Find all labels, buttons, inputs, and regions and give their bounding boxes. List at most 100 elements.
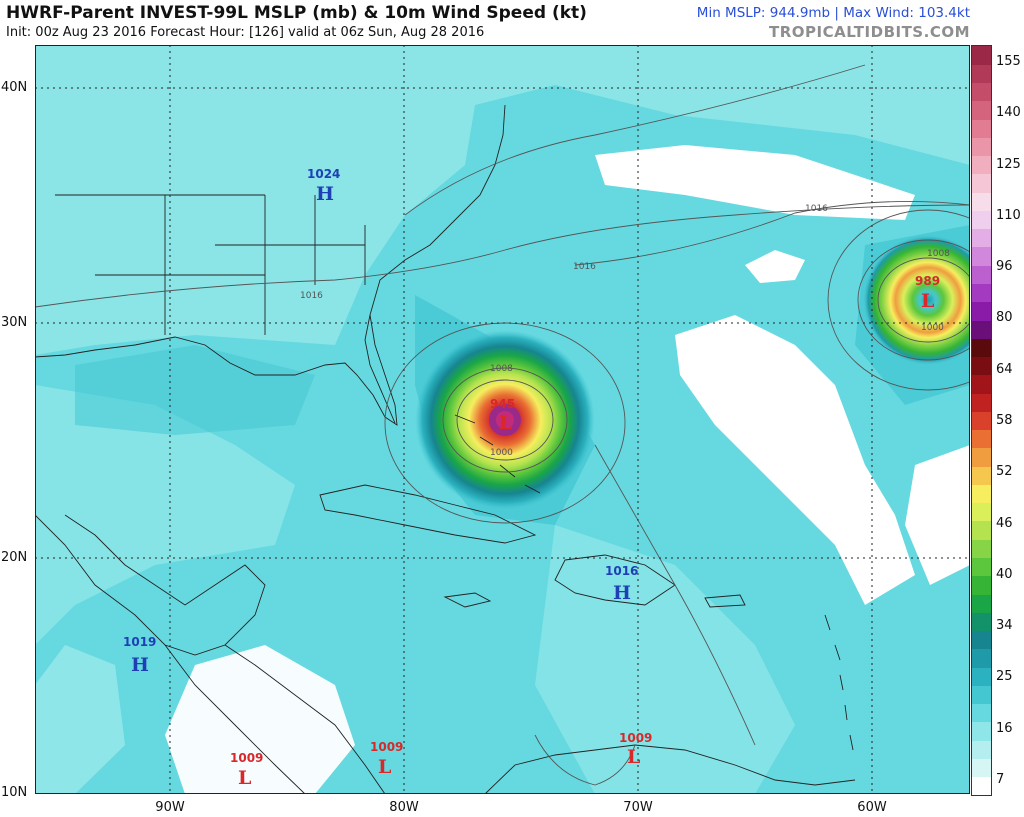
colorbar-segment: [972, 758, 991, 778]
colorbar-segment: [972, 502, 991, 522]
colorbar-segment: [972, 46, 991, 65]
colorbar-segment: [972, 466, 991, 485]
colorbar-segment: [972, 64, 991, 84]
svg-text:945: 945: [490, 397, 515, 411]
isobar-label: 1000: [921, 323, 944, 333]
svg-text:L: L: [921, 290, 934, 312]
colorbar-tick-label: 16: [996, 720, 1013, 736]
svg-text:L: L: [238, 767, 251, 789]
colorbar-segment: [972, 740, 991, 759]
colorbar-segment: [972, 210, 991, 230]
colorbar-tick-label: 25: [996, 669, 1013, 685]
colorbar-segment: [972, 173, 991, 193]
colorbar-segment: [972, 520, 991, 540]
colorbar-tick-label: 140: [996, 105, 1021, 121]
low-pressure-center: 945 L: [490, 397, 515, 434]
colorbar-segment: [972, 265, 991, 284]
svg-text:1009: 1009: [370, 740, 403, 754]
isobar-label: 1008: [927, 249, 950, 259]
svg-text:989: 989: [915, 274, 940, 288]
high-pressure-center: 1024 H: [307, 167, 340, 205]
isobar-label: 1016: [805, 204, 828, 214]
colorbar-segment: [972, 100, 991, 120]
lon-label-90w: 90W: [155, 800, 185, 815]
colorbar-segment: [972, 685, 991, 705]
colorbar-segment: [972, 594, 991, 613]
isobar-label: 1000: [490, 448, 513, 458]
colorbar-segment: [972, 648, 991, 668]
colorbar-tick-label: 64: [996, 361, 1013, 377]
colorbar-tick-label: 34: [996, 618, 1013, 634]
lon-label-80w: 80W: [389, 800, 419, 815]
svg-text:1019: 1019: [123, 635, 156, 649]
low-pressure-center: 1009 L: [370, 740, 403, 778]
weather-map[interactable]: 1016 1016 1016 1008 1008 1000 1000 1024 …: [35, 45, 970, 794]
isobar-label: 1008: [490, 364, 513, 374]
isobar-label: 1016: [300, 291, 323, 301]
colorbar-segment: [972, 557, 991, 577]
isobar-label: 1016: [573, 262, 596, 272]
colorbar-segment: [972, 612, 991, 632]
colorbar-tick-label: 7: [996, 772, 1005, 787]
colorbar-segment: [972, 575, 991, 595]
colorbar-segment: [972, 119, 991, 138]
lon-label-60w: 60W: [857, 800, 887, 815]
high-pressure-center: 1016 H: [605, 564, 638, 604]
svg-text:L: L: [627, 746, 640, 768]
colorbar-segment: [972, 776, 991, 796]
low-pressure-center: 1009 L: [230, 751, 263, 789]
colorbar-tick-label: 40: [996, 566, 1013, 582]
lat-label-30n: 30N: [1, 315, 28, 330]
svg-text:L: L: [378, 756, 391, 778]
colorbar-tick-label: 155: [996, 54, 1021, 69]
svg-text:L: L: [499, 412, 512, 434]
colorbar-segment: [972, 374, 991, 394]
init-forecast-info: Init: 00z Aug 23 2016 Forecast Hour: [12…: [6, 25, 485, 40]
colorbar-segment: [972, 539, 991, 558]
svg-text:1024: 1024: [307, 167, 340, 181]
colorbar-tick-label: 58: [996, 413, 1013, 428]
high-pressure-center: 1019 H: [123, 635, 156, 676]
colorbar-segment: [972, 338, 991, 358]
colorbar-tick-label: 46: [996, 515, 1013, 531]
low-pressure-center: 1009 L: [619, 731, 652, 768]
colorbar-segment: [972, 192, 991, 211]
colorbar-tick-label: 52: [996, 464, 1013, 480]
colorbar-segment: [972, 484, 991, 504]
svg-text:H: H: [131, 654, 149, 676]
lat-label-40n: 40N: [1, 80, 28, 95]
colorbar-segment: [972, 82, 991, 102]
lat-label-10n: 10N: [1, 785, 28, 800]
svg-text:H: H: [316, 183, 334, 205]
colorbar-segment: [972, 301, 991, 321]
svg-text:H: H: [613, 582, 631, 604]
low-pressure-center: 989 L: [915, 274, 940, 312]
svg-text:1009: 1009: [230, 751, 263, 765]
colorbar-segment: [972, 283, 991, 303]
colorbar-segment: [972, 411, 991, 431]
svg-text:1009: 1009: [619, 731, 652, 745]
colorbar-tick-label: 110: [996, 207, 1021, 223]
colorbar-segment: [972, 703, 991, 723]
colorbar-tick-label: 96: [996, 259, 1013, 275]
colorbar-segment: [972, 155, 991, 175]
brand-watermark: TROPICALTIDBITS.COM: [769, 23, 970, 41]
chart-title: HWRF-Parent INVEST-99L MSLP (mb) & 10m W…: [6, 3, 587, 23]
colorbar-segment: [972, 721, 991, 741]
colorbar-segment: [972, 320, 991, 339]
colorbar-tick-label: 80: [996, 310, 1013, 326]
colorbar-segment: [972, 667, 991, 686]
colorbar-segment: [972, 356, 991, 376]
colorbar-segment: [972, 447, 991, 467]
svg-text:1016: 1016: [605, 564, 638, 578]
colorbar-segment: [972, 246, 991, 266]
colorbar-segment: [972, 630, 991, 650]
colorbar-segment: [972, 228, 991, 248]
colorbar-segment: [972, 137, 991, 157]
colorbar-segment: [972, 429, 991, 449]
min-mslp-max-wind: Min MSLP: 944.9mb | Max Wind: 103.4kt: [696, 5, 970, 21]
colorbar-tick-label: 125: [996, 156, 1021, 172]
colorbar-segment: [972, 393, 991, 412]
lon-label-70w: 70W: [623, 800, 653, 815]
wind-speed-colorbar: [971, 45, 992, 796]
